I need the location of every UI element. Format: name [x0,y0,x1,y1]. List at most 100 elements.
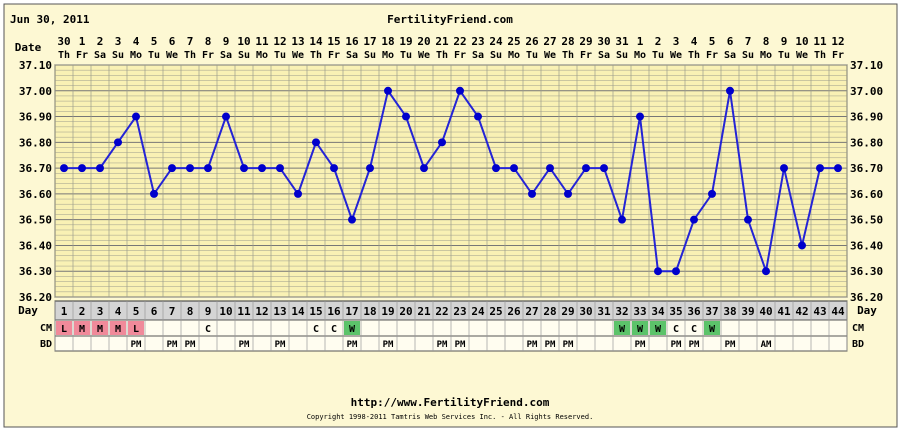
temperature-point [60,164,68,173]
date-label: 9 [781,35,788,48]
temperature-point [168,164,176,173]
day-number: 21 [417,305,431,318]
weekday-label: We [292,50,304,61]
day-number: 25 [489,305,502,318]
day-number: 29 [561,305,574,318]
date-header-row: Date 30 1 2 3 4 5 6 7 8 9 10 11 12 13 14 15 16 17 18 19 20 21… [15,35,845,61]
y-tick-label: 36.20 [850,291,883,304]
bd-mark: PM [635,340,646,350]
date-label: 15 [327,35,340,48]
weekday-label: Tu [778,50,790,61]
day-row-label-right: Day [857,304,877,317]
weekday-label: Su [112,50,124,61]
weekday-label: Su [490,50,502,61]
date-label: 13 [291,35,304,48]
footer-url[interactable]: http://www.FertilityFriend.com [351,396,550,409]
date-label: 2 [97,35,104,48]
day-number: 7 [169,305,176,318]
temperature-point [258,164,266,173]
cm-code: M [97,324,103,335]
temperature-point [420,164,428,173]
date-label: 31 [615,35,629,48]
date-label: 4 [691,35,698,48]
y-tick-label: 37.10 [850,59,883,72]
y-tick-label: 37.10 [19,59,52,72]
temperature-point [294,189,302,198]
day-number: 34 [651,305,665,318]
y-tick-label: 36.30 [850,265,883,278]
bd-mark: PM [347,340,358,350]
temperature-point [492,164,500,173]
temperature-point [366,164,374,173]
day-number: 27 [525,305,538,318]
temperature-series [60,86,842,276]
site-title[interactable]: FertilityFriend.com [387,13,513,26]
cm-code: M [115,324,121,335]
bd-mark: PM [725,340,736,350]
weekday-label: Fr [76,50,88,61]
date-label: 22 [453,35,466,48]
temperature-point [276,164,284,173]
day-number: 17 [345,305,358,318]
cm-cell [110,321,126,335]
weekday-label: Th [562,50,574,61]
day-number: 9 [205,305,212,318]
day-number: 31 [597,305,611,318]
bd-mark: PM [527,340,538,350]
y-tick-label: 36.70 [19,162,52,175]
y-tick-label: 36.60 [19,188,52,201]
cm-cell [650,321,666,335]
day-number: 42 [795,305,808,318]
date-label: 7 [187,35,194,48]
y-tick-label: 36.40 [850,239,883,252]
weekday-label: Mo [256,50,268,61]
y-axis-right: 37.10 37.00 36.90 36.80 36.70 36.60 36.50 36.40… [850,59,883,304]
weekday-label: Th [58,50,70,61]
cm-cell [74,321,90,335]
weekday-label: Tu [148,50,160,61]
weekday-label: Fr [328,50,340,61]
cm-code: W [637,324,644,335]
day-number: 10 [219,305,232,318]
day-number: 23 [453,305,466,318]
cm-code: W [349,324,356,335]
day-number: 30 [579,305,592,318]
y-tick-label: 36.50 [850,214,883,227]
weekday-label: Sa [220,50,232,61]
day-number: 36 [687,305,701,318]
cm-code: W [619,324,626,335]
cm-cell [704,321,720,335]
weekday-label: Tu [274,50,286,61]
weekday-label: Th [310,50,322,61]
date-label: 3 [673,35,680,48]
day-number: 37 [705,305,718,318]
temperature-point [690,215,698,224]
day-number: 38 [723,305,736,318]
weekday-label: Mo [760,50,772,61]
day-number: 13 [273,305,286,318]
weekday-label: Mo [382,50,394,61]
date-label: 18 [381,35,394,48]
temperature-point [384,86,392,95]
temperature-point [582,164,590,173]
temperature-point [132,112,140,121]
weekday-label: Fr [202,50,214,61]
temperature-point [114,138,122,147]
day-number: 12 [255,305,268,318]
temperature-point [672,267,680,276]
weekday-label: Sa [346,50,358,61]
weekday-label: We [796,50,808,61]
date-label: 17 [363,35,376,48]
weekday-label: Fr [832,50,844,61]
temperature-point [402,112,410,121]
y-tick-label: 36.20 [19,291,52,304]
weekday-label: Su [616,50,628,61]
date-label: 6 [727,35,734,48]
date-label: 6 [169,35,176,48]
cm-cell [614,321,630,335]
date-label: 23 [471,35,484,48]
date-label: 30 [57,35,70,48]
temperature-point [438,138,446,147]
bd-mark: PM [131,340,142,350]
cm-cell [344,321,360,335]
